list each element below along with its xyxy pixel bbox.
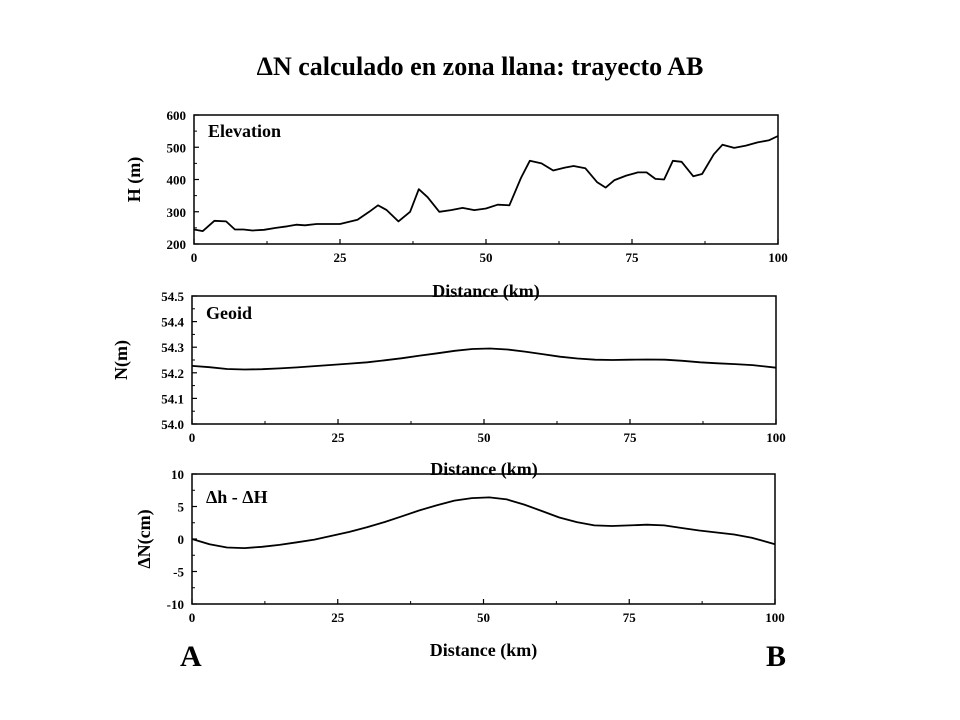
x-tick-label: 75 <box>624 430 638 445</box>
start-label: A <box>180 640 202 673</box>
y-axis-label: ΔN(cm) <box>134 509 155 568</box>
panel-label: Δh - ΔH <box>206 487 268 507</box>
y-tick-label: -10 <box>167 597 184 612</box>
x-tick-label: 50 <box>480 250 493 265</box>
chart-panel-2: 0 25 50 75 100 54.0 54.1 54.2 54.3 54.4 54.5 Geoid D… <box>111 289 786 480</box>
y-tick-label: 54.3 <box>161 340 184 355</box>
x-tick-label: 75 <box>626 250 640 265</box>
plot-frame <box>191 295 777 425</box>
chart-title: ΔN calculado en zona llana: trayecto AB <box>256 52 704 81</box>
x-axis-label: Distance (km) <box>432 281 539 302</box>
y-tick-label: 5 <box>178 500 185 515</box>
y-tick-label: 200 <box>167 237 187 252</box>
series-line <box>191 496 776 549</box>
y-tick-label: 0 <box>178 532 185 547</box>
x-axis-label: Distance (km) <box>430 640 537 661</box>
x-tick-label: 25 <box>332 430 346 445</box>
y-tick-label: 10 <box>171 467 184 482</box>
panel-label: Geoid <box>206 303 252 323</box>
y-tick-label: 54.5 <box>161 289 184 304</box>
y-axis-label: H (m) <box>124 157 145 202</box>
chart-panel-1: 0 25 50 75 100 200 300 400 500 600 Elevation Distan… <box>124 108 788 302</box>
x-tick-label: 75 <box>623 610 637 625</box>
series-line <box>191 347 777 371</box>
x-tick-label: 0 <box>191 250 198 265</box>
x-tick-label: 100 <box>765 610 785 625</box>
y-tick-label: 54.1 <box>161 391 184 406</box>
y-tick-label: 600 <box>167 108 187 123</box>
series-line <box>193 135 779 233</box>
x-tick-label: 50 <box>477 610 490 625</box>
y-tick-label: 54.2 <box>161 366 184 381</box>
x-tick-label: 25 <box>334 250 348 265</box>
plot-frame <box>191 473 776 605</box>
plot-frame <box>193 114 779 245</box>
y-tick-label: 400 <box>167 173 187 188</box>
panel-label: Elevation <box>208 121 281 141</box>
x-axis-label: Distance (km) <box>430 459 537 480</box>
x-tick-label: 0 <box>189 430 196 445</box>
x-tick-label: 0 <box>189 610 196 625</box>
y-tick-label: 54.0 <box>161 417 184 432</box>
x-tick-label: 50 <box>478 430 491 445</box>
y-axis-label: N(m) <box>111 340 132 380</box>
y-tick-label: 300 <box>167 205 187 220</box>
chart-panel-3: 0 25 50 75 100 -10 -5 0 5 10 Δh - ΔH Distance (km) Δ… <box>134 467 785 661</box>
y-tick-label: 54.4 <box>161 315 184 330</box>
x-tick-label: 100 <box>766 430 786 445</box>
y-tick-label: 500 <box>167 140 187 155</box>
end-label: B <box>766 640 786 673</box>
x-tick-label: 25 <box>331 610 345 625</box>
y-tick-label: -5 <box>173 565 184 580</box>
x-tick-label: 100 <box>768 250 788 265</box>
